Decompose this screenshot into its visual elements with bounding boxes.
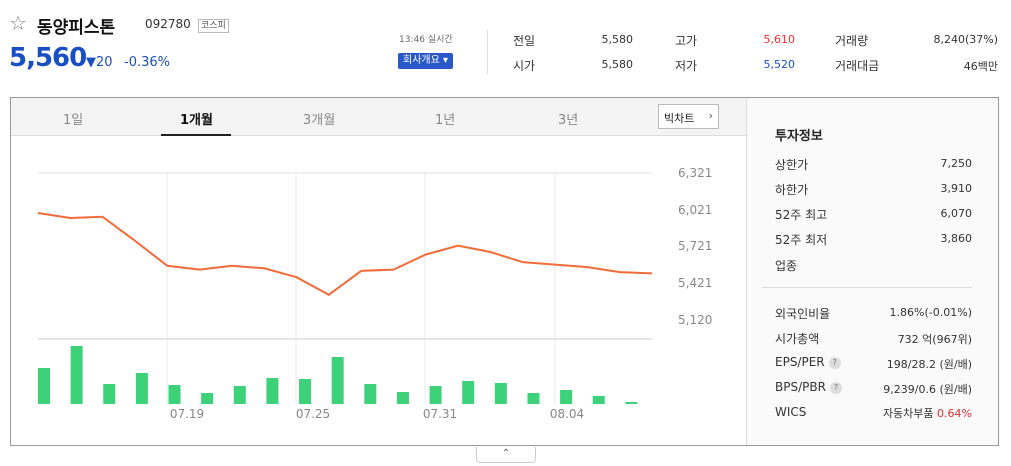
investment-info-panel (746, 98, 998, 445)
eps-per-text: EPS/PER (775, 355, 825, 369)
big-chart-label: 빅차트 (664, 112, 695, 125)
volume-bar (168, 385, 181, 404)
volume-label: 거래량 (835, 34, 869, 48)
sector-label: 업종 (775, 259, 798, 273)
wics-value: 자동차부품 0.64% (883, 405, 972, 421)
trade-amount-value: 46백만 (963, 60, 998, 73)
active-tab-indicator (161, 134, 231, 136)
volume-bar (299, 379, 312, 404)
upper-limit-value: 7,250 (940, 157, 973, 170)
tab-1year[interactable]: 1년 (435, 113, 456, 128)
lower-limit-value: 3,910 (940, 182, 973, 195)
help-icon[interactable]: ? (828, 357, 841, 369)
y-tick-label: 6,321 (678, 166, 712, 180)
volume-bar (429, 386, 442, 404)
week52-high-label: 52주 최고 (775, 208, 828, 222)
x-tick-label: 07.25 (296, 407, 330, 421)
divider (487, 30, 488, 74)
week52-high-value: 6,070 (940, 207, 973, 220)
wics-sector[interactable]: 자동차부품 (882, 407, 934, 420)
big-chart-button[interactable]: 빅차트 › (658, 104, 719, 129)
low-value: 5,520 (763, 58, 796, 71)
volume-bar (266, 378, 279, 404)
company-overview-button[interactable]: 회사개요 ▾ (398, 53, 453, 69)
chevron-right-icon: › (708, 109, 713, 122)
y-tick-label: 5,421 (678, 276, 712, 290)
lower-limit-label: 하한가 (775, 183, 809, 197)
tab-3month[interactable]: 3개월 (303, 113, 336, 128)
price-change: ▼20 (86, 55, 113, 70)
volume-bar (462, 381, 475, 404)
favorite-star-icon[interactable]: ☆ (9, 11, 27, 35)
tab-3year[interactable]: 3년 (558, 113, 579, 128)
current-price: 5,560 (9, 43, 87, 73)
y-tick-label: 5,721 (678, 239, 712, 253)
upper-limit-label: 상한가 (775, 158, 809, 172)
volume-bar (396, 392, 409, 404)
y-tick-label: 6,021 (678, 203, 712, 217)
week52-low-value: 3,860 (940, 232, 973, 245)
bps-pbr-label: BPS/PBR? (775, 380, 842, 394)
prev-close-label: 전일 (513, 34, 536, 48)
foreign-ratio-label: 외국인비율 (775, 307, 831, 321)
market-cap-value: 732 억(967위) (897, 333, 972, 346)
eps-per-value: 198/28.2 (원/배) (886, 358, 972, 371)
high-label: 고가 (675, 34, 698, 48)
foreign-ratio-value: 1.86%(-0.01%) (889, 306, 972, 319)
change-percent: -0.36% (124, 55, 170, 70)
stock-code: 092780 (145, 17, 191, 31)
volume-bar (103, 384, 116, 404)
market-cap-label: 시가총액 (775, 332, 820, 346)
tab-1day[interactable]: 1일 (63, 113, 84, 128)
wics-change: 0.64% (937, 407, 972, 420)
bps-pbr-value: 9,239/0.6 (원/배) (883, 383, 972, 396)
volume-bar (592, 396, 605, 404)
x-tick-label: 07.31 (423, 407, 457, 421)
bps-pbr-text: BPS/PBR (775, 380, 826, 394)
volume-bar (560, 390, 573, 404)
period-tabbar (11, 98, 746, 136)
eps-per-label: EPS/PER? (775, 355, 841, 369)
open-value: 5,580 (601, 58, 634, 71)
price-line (37, 212, 653, 296)
high-value: 5,610 (763, 33, 796, 46)
volume-value: 8,240(37%) (933, 33, 998, 46)
x-tick-label: 07.19 (170, 407, 204, 421)
chart-panel (10, 97, 999, 446)
market-badge: 코스피 (198, 19, 229, 33)
tab-1month[interactable]: 1개월 (180, 113, 213, 128)
trade-amount-label: 거래대금 (835, 59, 880, 73)
prev-close-value: 5,580 (601, 33, 634, 46)
volume-bar (38, 368, 50, 404)
low-label: 저가 (675, 59, 698, 73)
open-label: 시가 (513, 59, 536, 73)
volume-bar (201, 393, 214, 404)
realtime-label: 13:46 실시간 (399, 35, 453, 45)
change-value: 20 (96, 55, 113, 70)
volume-bar (625, 402, 638, 404)
down-arrow-icon: ▼ (86, 55, 96, 70)
info-separator (762, 287, 972, 288)
volume-bar (135, 373, 148, 404)
volume-bar (494, 383, 507, 404)
volume-bar (233, 386, 246, 404)
stock-name: 동양피스톤 (37, 18, 116, 38)
help-icon[interactable]: ? (829, 382, 842, 394)
week52-low-label: 52주 최저 (775, 233, 828, 247)
collapse-toggle-button[interactable]: ⌃ (476, 447, 536, 463)
volume-bar (364, 384, 377, 404)
volume-bar (527, 393, 540, 404)
wics-label: WICS (775, 405, 807, 419)
volume-bar (70, 346, 83, 404)
volume-bar (331, 357, 344, 404)
y-tick-label: 5,120 (678, 313, 712, 327)
x-tick-label: 08.04 (550, 407, 584, 421)
investment-info-title: 투자정보 (775, 129, 823, 144)
